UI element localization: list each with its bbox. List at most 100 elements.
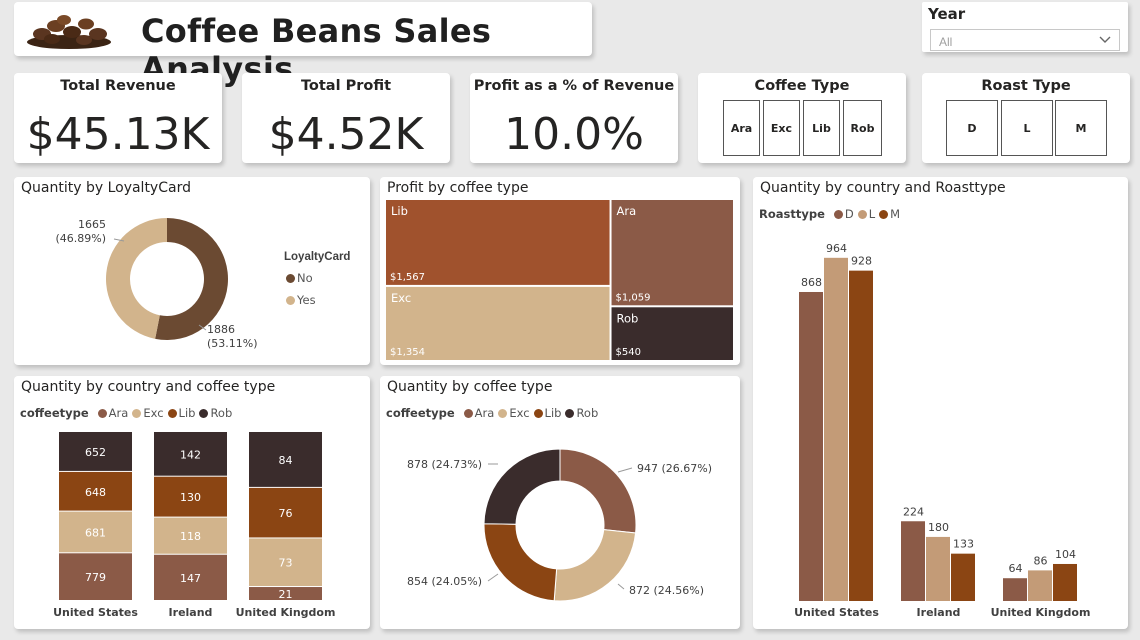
donut-slice-no: [155, 218, 228, 340]
donut-slice-lib: [483, 523, 558, 602]
data-label: 928: [851, 255, 872, 268]
bar-d: [799, 291, 823, 601]
tile-label: Exc: [391, 291, 411, 305]
bar-d: [1003, 578, 1027, 601]
data-label: 142: [180, 448, 201, 461]
title-banner: Coffee Beans Sales Analysis: [14, 2, 592, 88]
legend-label: No: [297, 271, 313, 285]
tile-value: $1,059: [616, 292, 651, 303]
bar-m: [849, 270, 873, 601]
slicer-button-m[interactable]: M: [1055, 100, 1107, 156]
data-label: 1665: [78, 218, 106, 231]
tile-value: $1,567: [390, 272, 425, 283]
data-label: 86: [1034, 554, 1048, 567]
legend-dot: [463, 408, 473, 418]
stack-segment-lib: [154, 476, 227, 517]
legend-label: Exc: [509, 406, 530, 420]
coffee-beans-logo: [27, 15, 111, 49]
legend-title: coffeetype: [20, 406, 89, 420]
slicer-button-d[interactable]: D: [946, 100, 998, 156]
stack-segment-exc: [59, 511, 132, 553]
year-value: All: [939, 35, 953, 49]
legend-label: L: [868, 207, 876, 221]
loyalty-donut-chart: 1886(53.11%) 1665(46.89%): [55, 218, 258, 350]
data-label: 872 (24.56%): [629, 584, 704, 597]
data-label: 21: [279, 588, 293, 601]
bar-d: [901, 521, 925, 601]
leader-line: [617, 583, 625, 590]
legend-dot: [565, 408, 575, 418]
data-label: 1886: [207, 323, 235, 336]
kpi-value: $45.13K: [26, 109, 210, 160]
legend-title: coffeetype: [386, 406, 455, 420]
roast-type-slicer: Roast Type D L M: [922, 73, 1130, 163]
chart-title: Quantity by country and Roasttype: [760, 180, 1006, 196]
legend-item-no[interactable]: No: [282, 271, 313, 285]
legend-dot: [879, 209, 889, 219]
tile-value: $1,354: [390, 347, 425, 358]
data-label: 133: [953, 538, 974, 551]
kpi-total-profit: Total Profit $4.52K: [242, 73, 450, 163]
legend-label: Rob: [210, 406, 233, 420]
slicer-button-rob[interactable]: Rob: [843, 100, 882, 156]
data-label: 779: [85, 571, 106, 584]
legend-dot: [857, 209, 867, 219]
legend-title: LoyaltyCard: [284, 251, 351, 263]
kpi-value: 10.0%: [504, 109, 644, 160]
country-coffee-stacked-chart: 779 681 648 652 United States 147 118 130 142 Ire…: [53, 432, 336, 619]
stack-segment-exc: [249, 538, 322, 587]
data-label: 147: [180, 572, 201, 585]
coffee-legend: coffeetype Ara Exc Lib Rob: [20, 406, 232, 420]
treemap-tile-rob: [611, 307, 733, 360]
x-tick-label: Ireland: [169, 606, 213, 619]
treemap-tile-lib: [386, 200, 610, 285]
country-roast-bar-chart: 868 964 928 United States 224 180 133 Ireland 64…: [794, 242, 1091, 619]
donut-slice-yes: [105, 218, 167, 339]
x-tick-label: United States: [794, 606, 879, 619]
legend-label: Lib: [544, 406, 562, 420]
chart-title: Quantity by country and coffee type: [21, 379, 276, 395]
legend-label: Yes: [297, 293, 316, 307]
legend-item-yes[interactable]: Yes: [282, 293, 316, 307]
kpi-label: Profit as a % of Revenue: [473, 78, 675, 94]
data-label: 118: [180, 530, 201, 543]
legend-dot: [286, 295, 295, 305]
loyalty-donut-card: Quantity by LoyaltyCard 1886 (53.11%) 1665…: [14, 177, 370, 365]
legend-dot: [132, 408, 142, 418]
slicer-title: Roast Type: [981, 78, 1071, 94]
year-slicer: Year All: [922, 2, 1128, 52]
data-label: 180: [928, 521, 949, 534]
leader-line: [198, 324, 207, 331]
legend-label: Ara: [474, 406, 495, 420]
donut-slice-rob: [483, 448, 561, 525]
x-tick-label: Ireland: [917, 606, 961, 619]
treemap-tile-ara: [611, 200, 733, 306]
slicer-button-ara[interactable]: Ara: [723, 100, 760, 156]
tile-label: Rob: [617, 311, 639, 325]
x-tick-label: United Kingdom: [991, 606, 1091, 619]
legend-label: Ara: [108, 406, 129, 420]
data-label: 868: [801, 276, 822, 289]
year-dropdown[interactable]: All: [930, 29, 1120, 51]
kpi-value: $4.52K: [268, 109, 424, 160]
slicer-button-exc[interactable]: Exc: [763, 100, 800, 156]
slicer-title: Coffee Type: [754, 78, 850, 94]
stack-segment-rob: [154, 432, 227, 476]
coffee-type-slicer: Coffee Type Ara Exc Lib Rob: [698, 73, 906, 163]
bar-l: [926, 536, 950, 601]
leader-line: [487, 573, 499, 582]
slicer-button-l[interactable]: L: [1001, 100, 1053, 156]
tile-value: $540: [616, 347, 641, 358]
x-tick-label: United Kingdom: [236, 606, 336, 619]
data-label: 964: [826, 242, 847, 255]
country-coffee-card: Quantity by country and coffee type coff…: [14, 376, 370, 629]
legend-dot: [498, 408, 508, 418]
bar-l: [824, 257, 848, 601]
slicer-button-lib[interactable]: Lib: [803, 100, 840, 156]
data-label: 130: [180, 491, 201, 504]
legend-dot: [167, 408, 177, 418]
stack-segment-ara: [249, 587, 322, 600]
data-label: (46.89%): [55, 232, 106, 245]
tile-label: Ara: [617, 204, 637, 218]
legend-label: Rob: [576, 406, 599, 420]
